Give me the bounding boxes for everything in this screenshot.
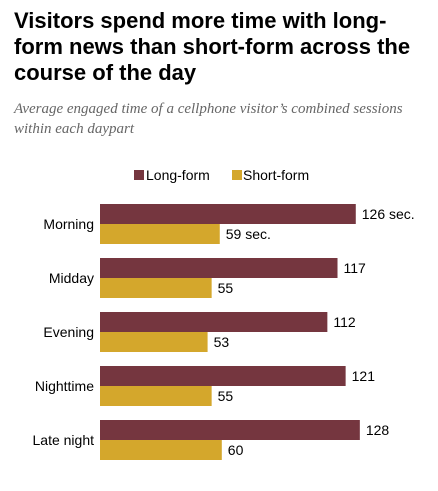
bar-short-form-morning xyxy=(100,224,220,244)
legend-swatch-long-form xyxy=(134,170,144,180)
value-label-long-form-evening: 112 xyxy=(333,314,356,330)
value-label-short-form-morning: 59 sec. xyxy=(226,226,271,242)
legend-label-short-form: Short-form xyxy=(243,167,309,183)
bar-short-form-nighttime xyxy=(100,386,212,406)
bars-group: Morning 126 sec. 59 sec. Midday 117 55 Evening… xyxy=(33,204,415,460)
value-label-short-form-midday: 55 xyxy=(218,280,234,296)
category-label-late-night: Late night xyxy=(33,432,95,448)
bar-short-form-evening xyxy=(100,332,208,352)
value-label-long-form-late-night: 128 xyxy=(366,422,390,438)
bar-short-form-late-night xyxy=(100,440,222,460)
category-label-evening: Evening xyxy=(43,324,94,340)
chart-title: Visitors spend more time with long-form … xyxy=(14,8,411,85)
value-label-short-form-evening: 53 xyxy=(214,334,230,350)
bar-long-form-midday xyxy=(100,258,338,278)
value-label-short-form-nighttime: 55 xyxy=(218,388,234,404)
category-label-nighttime: Nighttime xyxy=(35,378,94,394)
legend-label-long-form: Long-form xyxy=(146,167,210,183)
bar-long-form-morning xyxy=(100,204,356,224)
chart-subtitle: Average engaged time of a cellphone visi… xyxy=(14,101,403,137)
bar-short-form-midday xyxy=(100,278,212,298)
value-label-long-form-morning: 126 sec. xyxy=(362,206,415,222)
legend: Long-form Short-form xyxy=(134,167,309,183)
value-label-short-form-late-night: 60 xyxy=(228,442,244,458)
bar-long-form-late-night xyxy=(100,420,360,440)
value-label-long-form-midday: 117 xyxy=(344,260,367,276)
category-label-morning: Morning xyxy=(43,216,94,232)
value-label-long-form-nighttime: 121 xyxy=(352,368,376,384)
category-label-midday: Midday xyxy=(49,270,94,286)
bar-long-form-nighttime xyxy=(100,366,346,386)
legend-swatch-short-form xyxy=(232,170,242,180)
bar-long-form-evening xyxy=(100,312,328,332)
